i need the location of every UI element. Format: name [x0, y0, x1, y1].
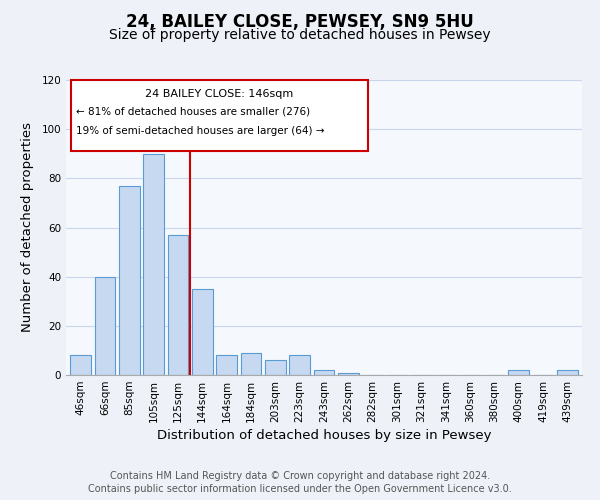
Text: Size of property relative to detached houses in Pewsey: Size of property relative to detached ho…: [109, 28, 491, 42]
Text: 24, BAILEY CLOSE, PEWSEY, SN9 5HU: 24, BAILEY CLOSE, PEWSEY, SN9 5HU: [126, 12, 474, 30]
Text: 19% of semi-detached houses are larger (64) →: 19% of semi-detached houses are larger (…: [76, 126, 325, 136]
Bar: [192, 289, 212, 375]
Bar: [338, 372, 359, 375]
Bar: [241, 353, 262, 375]
Bar: [95, 276, 115, 375]
Bar: [143, 154, 164, 375]
Bar: [265, 360, 286, 375]
Text: Contains public sector information licensed under the Open Government Licence v3: Contains public sector information licen…: [88, 484, 512, 494]
FancyBboxPatch shape: [71, 80, 368, 151]
Bar: [508, 370, 529, 375]
Bar: [216, 356, 237, 375]
Text: ← 81% of detached houses are smaller (276): ← 81% of detached houses are smaller (27…: [76, 106, 310, 117]
Text: 24 BAILEY CLOSE: 146sqm: 24 BAILEY CLOSE: 146sqm: [145, 89, 293, 99]
Bar: [557, 370, 578, 375]
Bar: [167, 235, 188, 375]
Bar: [70, 356, 91, 375]
Text: Contains HM Land Registry data © Crown copyright and database right 2024.: Contains HM Land Registry data © Crown c…: [110, 471, 490, 481]
Bar: [119, 186, 140, 375]
Bar: [314, 370, 334, 375]
Bar: [289, 356, 310, 375]
Y-axis label: Number of detached properties: Number of detached properties: [22, 122, 34, 332]
X-axis label: Distribution of detached houses by size in Pewsey: Distribution of detached houses by size …: [157, 429, 491, 442]
